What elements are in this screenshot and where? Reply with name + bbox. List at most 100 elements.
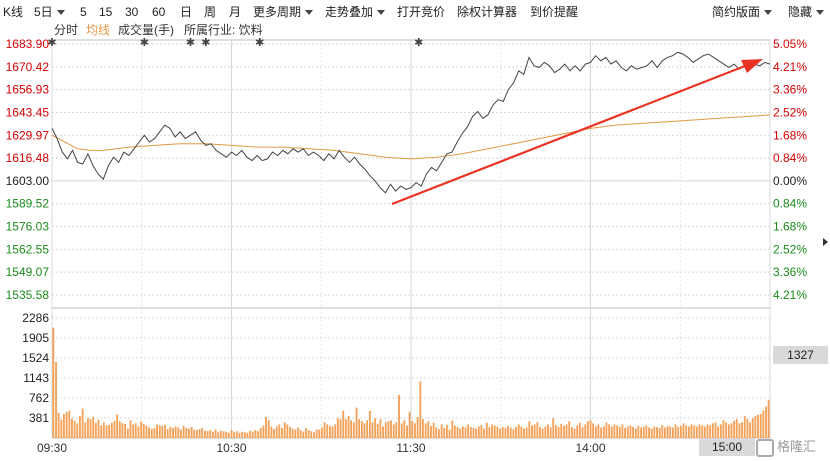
volume-bar: [259, 428, 262, 438]
chart-grid: [51, 39, 771, 439]
chevron-down-icon: [764, 10, 773, 16]
volume-bar: [509, 427, 512, 438]
volume-bar: [765, 406, 767, 438]
volume-bar: [451, 420, 454, 438]
pct-axis-labels: 5.05% 4.21% 3.36% 2.52% 1.68% 0.84% 0.00% 0.84%…: [773, 37, 807, 302]
volume-bar: [174, 426, 177, 438]
pct-tick-label: 0.00%: [773, 174, 807, 188]
event-marker-icon: ✱: [186, 37, 195, 49]
volume-bar: [182, 425, 185, 438]
trend-overlay-dropdown[interactable]: 走势叠加: [325, 4, 386, 20]
volume-bar: [206, 431, 209, 438]
volume-bar: [105, 425, 108, 438]
volume-bar: [291, 428, 294, 438]
volume-bar: [188, 428, 190, 438]
tab-30min[interactable]: 30: [125, 5, 139, 19]
hide-dropdown[interactable]: 隐藏: [788, 4, 825, 20]
trend-arrow-head: [741, 59, 763, 73]
volume-bar: [682, 423, 685, 438]
event-marker-icon: ✱: [140, 37, 149, 49]
more-periods-dropdown[interactable]: 更多周期: [253, 4, 314, 20]
simple-layout-dropdown[interactable]: 简约版面: [712, 4, 773, 20]
volume-bar: [688, 426, 690, 438]
time-tick-label: 09:30: [37, 441, 67, 455]
tab-month[interactable]: 月: [229, 5, 242, 19]
volume-bar: [531, 425, 533, 438]
volume-bar: [156, 424, 158, 438]
price-tick-label: 1576.03: [6, 220, 50, 234]
volume-bar: [116, 414, 119, 438]
tab-week[interactable]: 周: [204, 5, 217, 19]
volume-bar: [640, 427, 642, 438]
tab-15min[interactable]: 15: [99, 5, 113, 19]
volume-bar: [390, 420, 392, 438]
period-5day-dropdown[interactable]: 5日: [34, 4, 65, 20]
volume-tick-label: 381: [29, 411, 49, 425]
volume-bar: [754, 416, 757, 438]
volume-bar: [653, 426, 656, 438]
volume-bar: [645, 425, 648, 438]
volume-bar: [329, 425, 331, 438]
tab-5min[interactable]: 5: [80, 5, 87, 19]
volume-bar: [520, 426, 523, 438]
tab-day[interactable]: 日: [180, 5, 193, 19]
volume-bar: [658, 428, 661, 438]
volume-bar: [762, 410, 765, 438]
price-alert-button[interactable]: 到价提醒: [530, 5, 579, 19]
volume-bar: [307, 430, 310, 438]
volume-bar: [360, 421, 363, 438]
volume-bar: [749, 422, 751, 438]
volume-bar: [219, 430, 222, 438]
volume-bar: [81, 408, 84, 438]
volume-bar: [87, 418, 89, 438]
volume-bar: [648, 427, 650, 438]
volume-bar: [717, 426, 720, 438]
rights-calculator-button[interactable]: 除权计算器: [457, 5, 518, 19]
pct-tick-label: 1.68%: [773, 220, 807, 234]
volume-bar: [440, 424, 443, 438]
volume-bar: [196, 430, 198, 438]
volume-bar: [217, 432, 220, 438]
volume-bar: [467, 424, 470, 438]
volume-bar: [589, 420, 592, 438]
current-volume-badge: 1327: [773, 346, 828, 364]
tab-60min[interactable]: 60: [152, 5, 166, 19]
volume-bar: [235, 431, 238, 438]
volume-bar: [121, 423, 124, 438]
volume-bar: [568, 421, 571, 438]
volume-bar: [387, 421, 390, 438]
event-marker-icon: ✱: [47, 37, 56, 49]
volume-bar: [722, 420, 725, 438]
volume-bar: [703, 426, 706, 438]
volume-bar: [265, 417, 267, 438]
volume-bar: [523, 428, 525, 438]
expand-arrow-icon[interactable]: [823, 238, 828, 246]
volume-bar: [666, 425, 669, 438]
hide-label: 隐藏: [788, 5, 813, 19]
volume-bar: [243, 432, 246, 438]
volume-bar: [424, 423, 427, 438]
volume-bar: [576, 425, 579, 438]
volume-bar: [690, 424, 693, 438]
volume-bar: [148, 427, 150, 438]
legend-avg-line[interactable]: 均线: [86, 23, 111, 37]
volume-bar: [161, 425, 164, 438]
price-tick-label: 1629.97: [6, 128, 50, 142]
volume-bar: [166, 429, 169, 438]
legend-volume[interactable]: 成交量(手): [118, 23, 174, 37]
tab-kline[interactable]: K线: [3, 5, 24, 19]
volume-bar: [63, 413, 65, 438]
volume-bar: [342, 410, 345, 438]
price-tick-label: 1656.93: [6, 83, 50, 97]
trend-arrow-shaft: [391, 64, 746, 206]
volume-bar: [212, 431, 214, 438]
volume-bar: [403, 420, 406, 438]
volume-bar: [757, 414, 759, 438]
volume-bar: [528, 421, 531, 438]
open-auction-button[interactable]: 打开竞价: [397, 5, 446, 19]
legend-intraday[interactable]: 分时: [54, 23, 79, 37]
volume-bar: [241, 431, 244, 438]
volume-bar: [374, 418, 377, 438]
volume-bar: [267, 420, 270, 438]
